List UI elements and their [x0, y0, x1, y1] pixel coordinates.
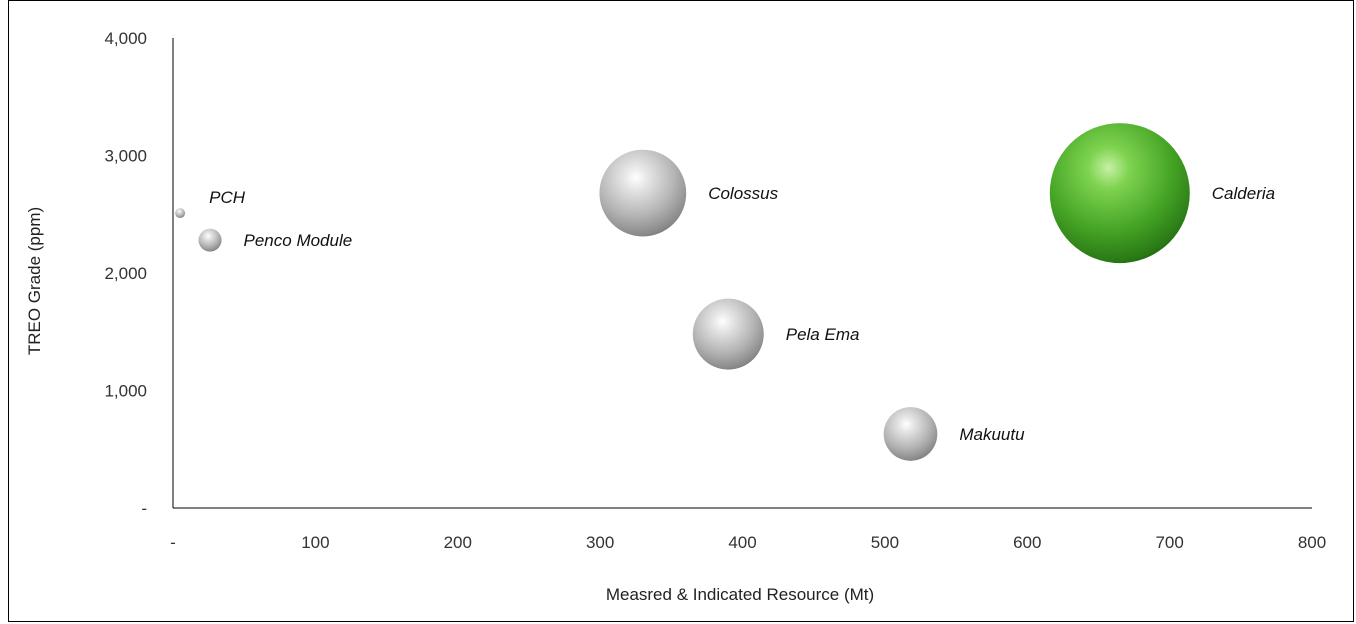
- bubble-label-makuutu: Makuutu: [959, 425, 1025, 444]
- bubble-label-calderia: Calderia: [1212, 184, 1275, 203]
- bubble-pela-ema: [693, 299, 764, 370]
- x-tick-label: 500: [871, 533, 899, 552]
- axes: - 1,000 2,000 3,000 4,000 - 100 200 300 400 500 600…: [104, 29, 1326, 552]
- bubbles: [175, 123, 1190, 461]
- y-tick-label: 1,000: [104, 382, 147, 401]
- y-tick-label: 2,000: [104, 264, 147, 283]
- bubble-pch: [175, 208, 185, 218]
- y-axis-title: TREO Grade (ppm): [25, 207, 44, 355]
- x-tick-label: 200: [444, 533, 472, 552]
- y-tick-label: -: [141, 499, 147, 518]
- y-tick-label: 3,000: [104, 147, 147, 166]
- x-tick-label: 600: [1013, 533, 1041, 552]
- bubble-penco-module: [199, 229, 222, 252]
- bubble-makuutu: [884, 407, 938, 461]
- bubble-label-penco-module: Penco Module: [244, 231, 353, 250]
- bubble-label-pela-ema: Pela Ema: [786, 325, 860, 344]
- x-axis-title: Measred & Indicated Resource (Mt): [606, 585, 874, 604]
- x-tick-label: 100: [301, 533, 329, 552]
- bubble-label-colossus: Colossus: [708, 184, 778, 203]
- bubble-colossus: [599, 150, 686, 237]
- bubble-calderia: [1050, 123, 1190, 263]
- x-tick-label: -: [170, 533, 176, 552]
- x-tick-label: 400: [728, 533, 756, 552]
- x-tick-label: 800: [1298, 533, 1326, 552]
- y-tick-label: 4,000: [104, 29, 147, 48]
- bubble-label-pch: PCH: [209, 188, 246, 207]
- x-tick-label: 700: [1155, 533, 1183, 552]
- x-tick-label: 300: [586, 533, 614, 552]
